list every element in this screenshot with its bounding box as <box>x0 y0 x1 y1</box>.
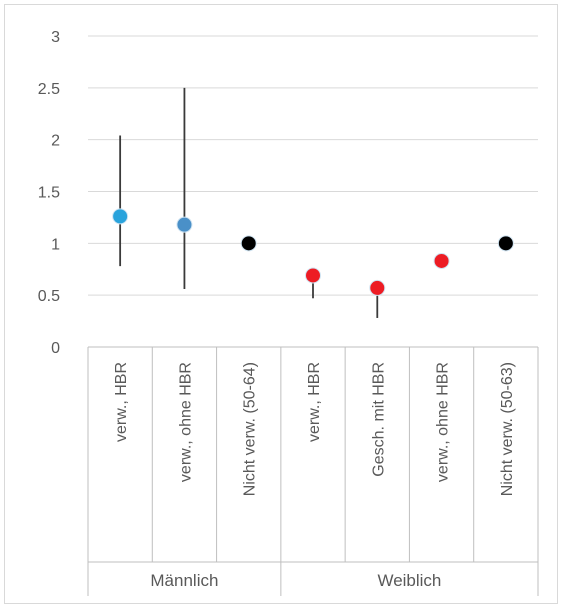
x-category-label: verw., HBR <box>113 362 130 442</box>
x-group-label: Männlich <box>150 571 218 590</box>
y-tick-label: 1.5 <box>38 185 60 202</box>
y-tick-label: 2 <box>51 133 60 150</box>
y-tick-label: 2.5 <box>38 81 60 98</box>
x-category-label: verw., ohne HBR <box>435 362 452 482</box>
data-point <box>433 252 450 269</box>
y-tick-label: 0 <box>51 340 60 357</box>
data-point <box>497 235 514 252</box>
data-point <box>240 235 257 252</box>
y-tick-label: 3 <box>51 29 60 46</box>
y-tick-label: 0.5 <box>38 288 60 305</box>
y-tick-label: 1 <box>51 236 60 253</box>
data-point <box>305 267 321 284</box>
data-point <box>369 279 386 296</box>
x-category-label: verw., HBR <box>306 362 323 442</box>
x-group-label: Weiblich <box>377 571 441 590</box>
data-point <box>176 216 193 233</box>
x-category-label: Nicht verw. (50-63) <box>499 362 516 496</box>
x-category-label: Gesch. mit HBR <box>370 362 387 477</box>
x-category-label: Nicht verw. (50-64) <box>242 362 259 496</box>
data-point <box>112 208 129 225</box>
x-category-label: verw., ohne HBR <box>177 362 194 482</box>
